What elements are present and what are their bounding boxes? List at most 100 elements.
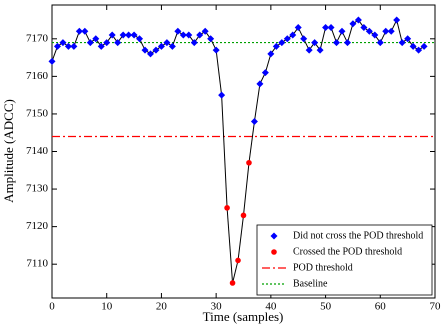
data-point bbox=[86, 39, 94, 47]
data-point bbox=[250, 117, 258, 125]
x-tick-label: 50 bbox=[320, 301, 332, 313]
data-point bbox=[349, 20, 357, 28]
data-point bbox=[300, 35, 308, 43]
connector bbox=[264, 53, 272, 73]
data-point bbox=[393, 16, 401, 24]
data-point bbox=[333, 39, 341, 47]
connector bbox=[215, 50, 223, 96]
legend-label: POD threshold bbox=[293, 262, 353, 273]
data-point bbox=[404, 35, 412, 43]
connector bbox=[243, 162, 250, 216]
data-point bbox=[294, 24, 302, 32]
data-point bbox=[376, 39, 384, 47]
data-point bbox=[201, 27, 209, 35]
x-tick-label: 30 bbox=[211, 301, 223, 313]
data-point bbox=[360, 24, 368, 32]
data-point bbox=[235, 257, 241, 264]
connector bbox=[232, 260, 239, 284]
y-tick-label: 7120 bbox=[26, 220, 49, 232]
data-point bbox=[130, 31, 138, 39]
y-axis-label: Amplitude (ADCC) bbox=[1, 99, 16, 203]
data-point bbox=[354, 16, 362, 24]
legend-label: Did not cross the POD threshold bbox=[293, 230, 423, 241]
legend-swatch bbox=[270, 232, 278, 240]
x-axis-label: Time (samples) bbox=[203, 309, 284, 324]
connector bbox=[396, 19, 403, 43]
data-point bbox=[141, 46, 149, 54]
data-point bbox=[316, 46, 324, 54]
data-point bbox=[108, 31, 116, 39]
data-point bbox=[196, 31, 204, 39]
data-point bbox=[207, 35, 215, 43]
x-tick-label: 60 bbox=[375, 301, 387, 313]
data-point bbox=[70, 42, 78, 50]
data-point bbox=[157, 42, 165, 50]
connector bbox=[226, 207, 234, 284]
data-point bbox=[261, 69, 269, 77]
data-point bbox=[240, 212, 247, 219]
data-point bbox=[272, 42, 280, 50]
data-point bbox=[218, 91, 226, 99]
x-tick-label: 70 bbox=[430, 301, 441, 313]
legend-label: Crossed the POD threshold bbox=[293, 246, 402, 257]
data-point bbox=[114, 39, 122, 47]
connector bbox=[319, 27, 327, 51]
data-point bbox=[53, 42, 61, 50]
data-point bbox=[103, 39, 111, 47]
data-point bbox=[382, 27, 390, 35]
data-point bbox=[168, 42, 176, 50]
legend-box bbox=[256, 224, 433, 296]
data-point bbox=[174, 27, 182, 35]
data-point bbox=[311, 39, 319, 47]
data-point bbox=[327, 24, 335, 32]
data-point bbox=[409, 42, 417, 50]
data-point bbox=[125, 31, 133, 39]
data-point bbox=[283, 35, 291, 43]
data-point bbox=[387, 27, 395, 35]
x-tick-label: 40 bbox=[265, 301, 277, 313]
data-point bbox=[75, 27, 83, 35]
data-point bbox=[267, 50, 275, 58]
data-point bbox=[229, 280, 236, 286]
data-point bbox=[59, 39, 67, 47]
data-point bbox=[256, 80, 264, 88]
data-point bbox=[163, 39, 171, 47]
data-point bbox=[119, 31, 127, 39]
connector bbox=[221, 95, 228, 208]
data-point bbox=[224, 205, 230, 211]
data-point bbox=[398, 39, 406, 47]
data-point bbox=[81, 27, 89, 35]
data-point bbox=[179, 31, 187, 39]
data-point bbox=[278, 39, 286, 47]
x-tick-label: 10 bbox=[101, 301, 113, 313]
data-point bbox=[136, 35, 144, 43]
data-point bbox=[152, 46, 160, 54]
y-tick-label: 7160 bbox=[26, 70, 49, 82]
data-point bbox=[420, 42, 428, 50]
data-point bbox=[92, 35, 100, 43]
data-point bbox=[415, 46, 423, 54]
data-point bbox=[212, 46, 220, 54]
y-tick-label: 7150 bbox=[26, 107, 49, 119]
data-point bbox=[146, 50, 154, 58]
data-point bbox=[185, 31, 193, 39]
y-tick-label: 7140 bbox=[26, 145, 49, 157]
data-point bbox=[338, 27, 346, 35]
data-point bbox=[97, 42, 105, 50]
data-point bbox=[190, 39, 198, 47]
data-point bbox=[365, 27, 373, 35]
data-point bbox=[343, 39, 351, 47]
legend-label: Baseline bbox=[293, 278, 328, 289]
data-point bbox=[289, 31, 297, 39]
data-point bbox=[48, 57, 56, 65]
connector bbox=[253, 83, 261, 122]
y-tick-label: 7130 bbox=[26, 183, 49, 195]
y-tick-label: 7110 bbox=[26, 258, 48, 270]
data-point bbox=[305, 46, 313, 54]
data-point bbox=[64, 42, 72, 50]
legend-swatch bbox=[271, 249, 277, 255]
x-tick-label: 0 bbox=[49, 301, 55, 313]
connector bbox=[237, 215, 244, 261]
